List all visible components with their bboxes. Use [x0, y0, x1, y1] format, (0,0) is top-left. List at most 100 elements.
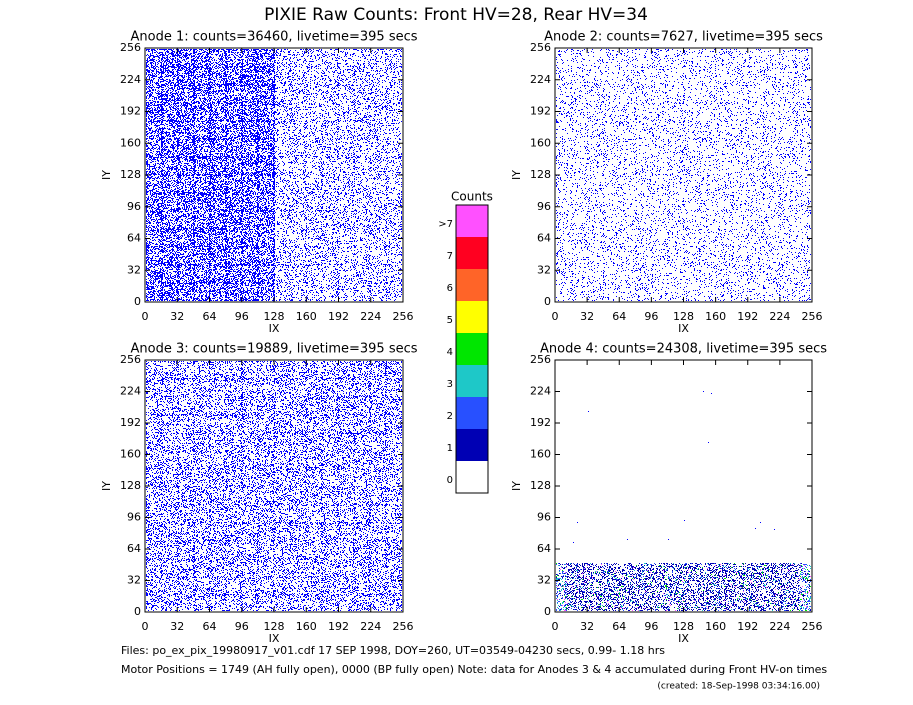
- footer-files: Files: po_ex_pix_19980917_v01.cdf 17 SEP…: [121, 644, 665, 657]
- y-tick-label: 64: [127, 542, 141, 555]
- x-tick-label: 32: [580, 620, 594, 633]
- x-tick-label: 96: [235, 310, 249, 323]
- x-tick-label: 96: [644, 620, 658, 633]
- y-tick-label: 192: [530, 416, 551, 429]
- y-tick-label: 160: [120, 136, 141, 149]
- colorbar-swatch: [456, 237, 488, 269]
- y-tick-label: 32: [537, 263, 551, 276]
- x-tick-label: 32: [170, 620, 184, 633]
- pixel-texture: [556, 49, 811, 301]
- x-axis-label: IX: [269, 632, 280, 645]
- y-tick-label: 192: [120, 105, 141, 118]
- footer-created: (created: 18-Sep-1998 03:34:16.00): [657, 682, 820, 692]
- y-axis-label: IY: [510, 481, 523, 491]
- y-tick-label: 224: [120, 385, 141, 398]
- x-tick-label: 192: [737, 310, 758, 323]
- colorbar-label: 0: [447, 475, 453, 486]
- y-tick-label: 64: [127, 232, 141, 245]
- y-tick-label: 224: [530, 73, 551, 86]
- y-tick-label: 0: [544, 605, 551, 618]
- y-tick-label: 128: [120, 479, 141, 492]
- y-tick-label: 32: [127, 263, 141, 276]
- x-tick-label: 32: [580, 310, 594, 323]
- colorbar-swatch: [456, 429, 488, 461]
- x-tick-label: 32: [170, 310, 184, 323]
- colorbar-swatch: [456, 301, 488, 333]
- y-tick-label: 256: [120, 353, 141, 366]
- y-tick-label: 160: [530, 136, 551, 149]
- y-tick-label: 96: [537, 200, 551, 213]
- x-tick-label: 0: [552, 310, 559, 323]
- colorbar-swatch: [456, 461, 488, 493]
- x-tick-label: 64: [612, 310, 626, 323]
- panel-title: Anode 1: counts=36460, livetime=395 secs: [130, 30, 417, 45]
- x-tick-label: 0: [142, 620, 149, 633]
- colorbar-swatch: [456, 269, 488, 301]
- colorbar-title: Counts: [451, 190, 493, 204]
- colorbar-label: 3: [447, 379, 453, 390]
- x-tick-label: 128: [264, 310, 285, 323]
- y-tick-label: 256: [530, 41, 551, 54]
- x-tick-label: 128: [673, 620, 694, 633]
- x-tick-label: 256: [393, 310, 414, 323]
- pixel-texture: [146, 361, 402, 611]
- x-tick-label: 64: [203, 620, 217, 633]
- panel-title: Anode 4: counts=24308, livetime=395 secs: [540, 342, 827, 357]
- x-tick-label: 192: [328, 310, 349, 323]
- x-tick-label: 96: [644, 310, 658, 323]
- colorbar-label: 5: [447, 315, 453, 326]
- y-tick-label: 192: [120, 416, 141, 429]
- y-tick-label: 192: [530, 105, 551, 118]
- x-tick-label: 160: [296, 310, 317, 323]
- pixel-texture: [146, 49, 402, 301]
- y-axis-label: IY: [100, 481, 113, 491]
- y-tick-label: 96: [537, 511, 551, 524]
- colorbar-label: 6: [447, 283, 453, 294]
- x-tick-label: 0: [552, 620, 559, 633]
- colorbar-label: 2: [447, 411, 453, 422]
- y-tick-label: 32: [537, 574, 551, 587]
- y-axis-label: IY: [100, 170, 113, 180]
- colorbar-swatch: [456, 365, 488, 397]
- x-tick-label: 160: [705, 620, 726, 633]
- y-tick-label: 224: [120, 73, 141, 86]
- y-tick-label: 96: [127, 511, 141, 524]
- x-tick-label: 128: [673, 310, 694, 323]
- x-tick-label: 192: [328, 620, 349, 633]
- main-title: PIXIE Raw Counts: Front HV=28, Rear HV=3…: [264, 5, 648, 25]
- x-tick-label: 256: [393, 620, 414, 633]
- x-tick-label: 64: [612, 620, 626, 633]
- colorbar-frame: [455, 204, 489, 494]
- x-tick-label: 96: [235, 620, 249, 633]
- x-tick-label: 160: [296, 620, 317, 633]
- colorbar-label: 7: [447, 251, 453, 262]
- x-tick-label: 160: [705, 310, 726, 323]
- x-tick-label: 128: [264, 620, 285, 633]
- x-axis-label: IX: [678, 632, 689, 645]
- x-tick-label: 256: [802, 310, 823, 323]
- y-tick-label: 64: [537, 232, 551, 245]
- x-tick-label: 224: [360, 310, 381, 323]
- y-tick-label: 256: [120, 41, 141, 54]
- x-axis-label: IX: [269, 322, 280, 335]
- y-tick-label: 64: [537, 542, 551, 555]
- y-tick-label: 160: [120, 448, 141, 461]
- x-tick-label: 256: [802, 620, 823, 633]
- x-tick-label: 192: [737, 620, 758, 633]
- x-axis-label: IX: [678, 322, 689, 335]
- colorbar-label: 1: [447, 443, 453, 454]
- panel-title: Anode 2: counts=7627, livetime=395 secs: [544, 30, 823, 45]
- y-axis-label: IY: [510, 170, 523, 180]
- x-tick-label: 224: [769, 310, 790, 323]
- y-tick-label: 256: [530, 353, 551, 366]
- y-tick-label: 128: [120, 168, 141, 181]
- y-tick-label: 0: [134, 295, 141, 308]
- panel-title: Anode 3: counts=19889, livetime=395 secs: [130, 342, 417, 357]
- colorbar-swatch: [456, 205, 488, 237]
- colorbar-label: 4: [447, 347, 453, 358]
- y-tick-label: 32: [127, 574, 141, 587]
- colorbar-swatch: [456, 333, 488, 365]
- x-tick-label: 64: [203, 310, 217, 323]
- pixel-texture: [556, 563, 811, 611]
